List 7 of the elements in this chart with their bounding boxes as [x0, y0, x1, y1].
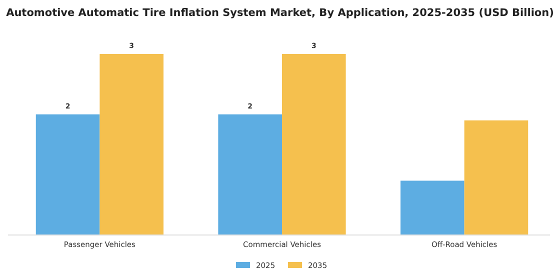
bar [218, 114, 282, 235]
bar [100, 54, 164, 235]
bar [464, 120, 528, 235]
chart-title: Automotive Automatic Tire Inflation System Market, By Application, 2025-2035 (USD Billion) [6, 7, 554, 19]
bar [36, 114, 100, 235]
bar [400, 180, 464, 235]
bar [282, 54, 346, 235]
